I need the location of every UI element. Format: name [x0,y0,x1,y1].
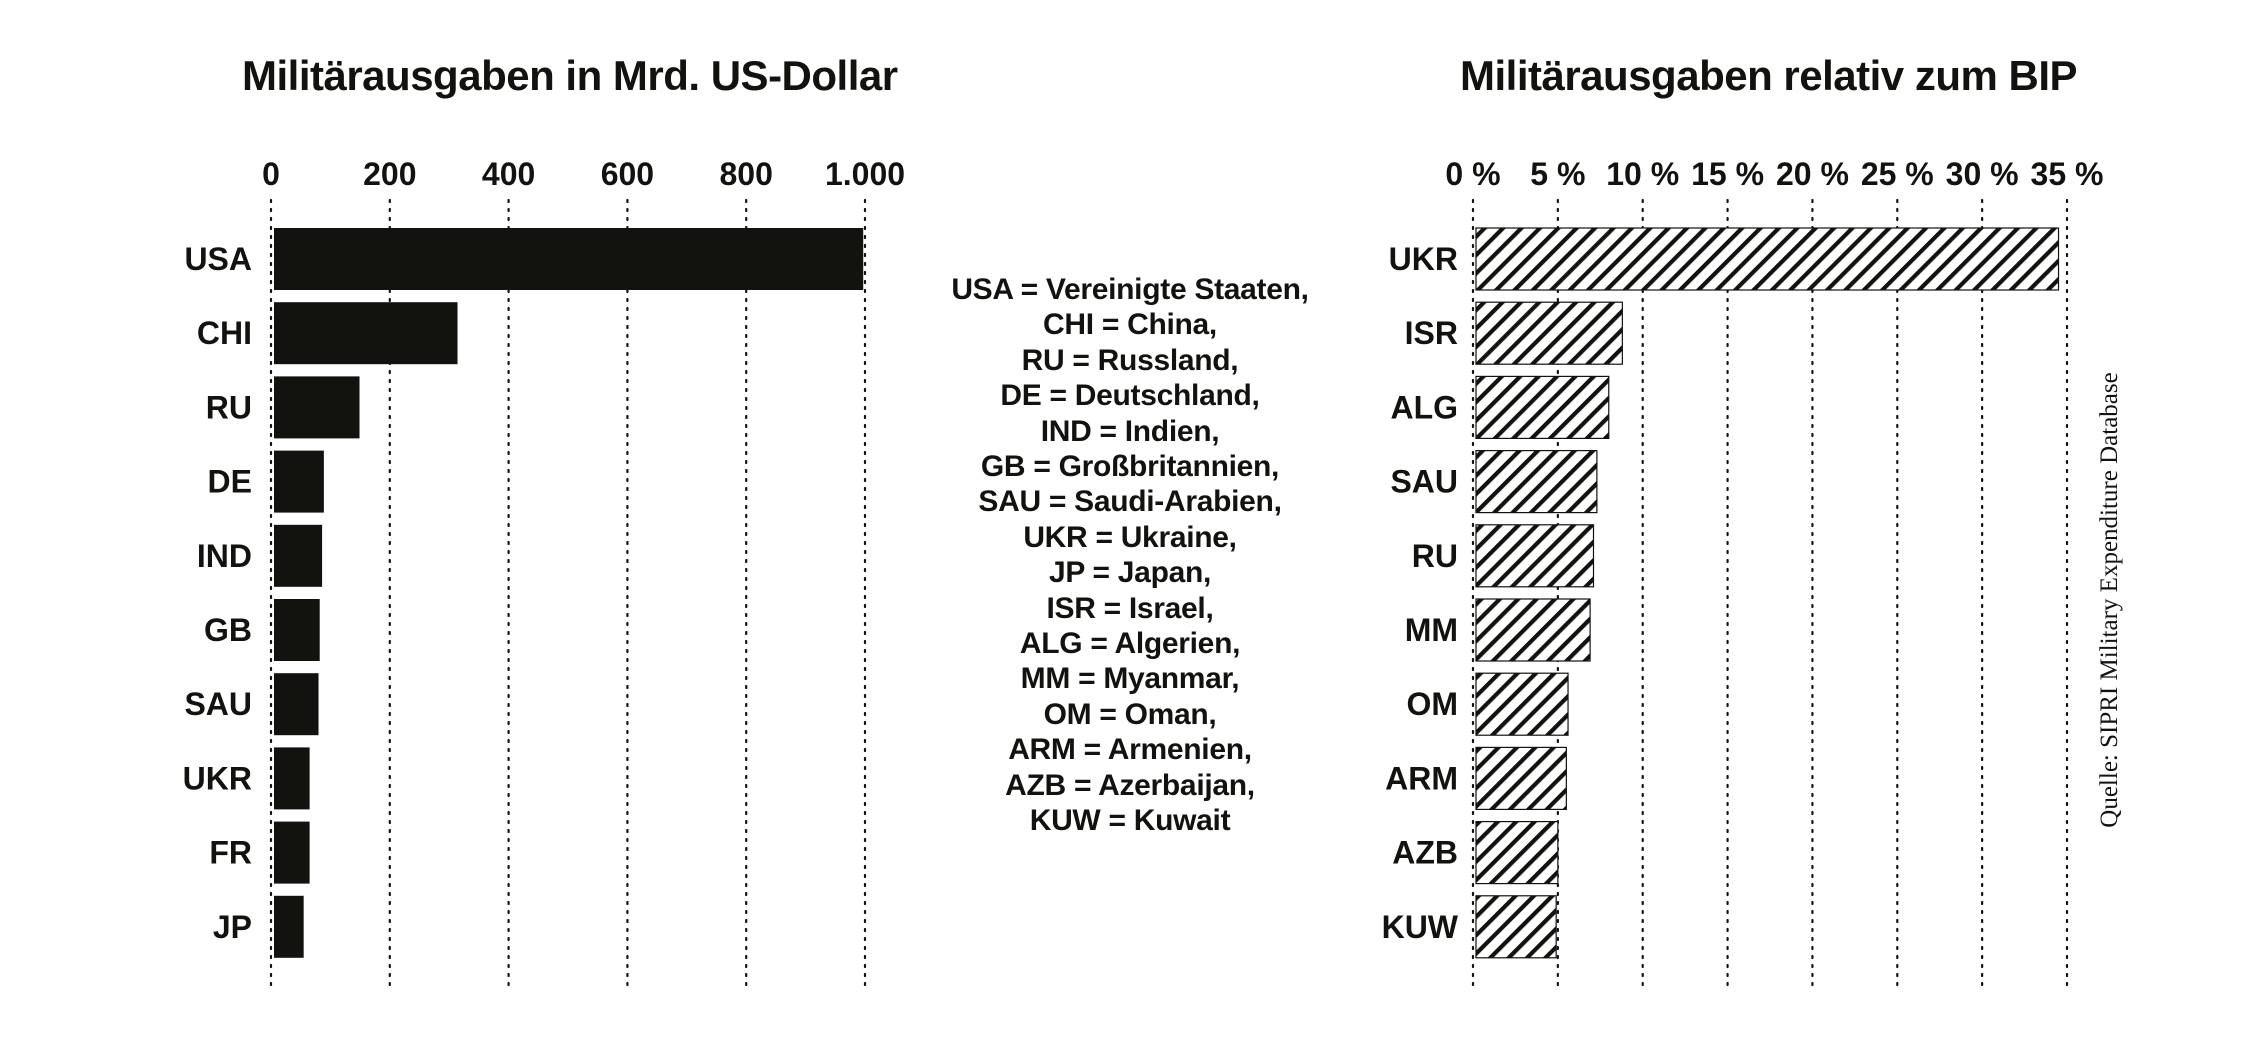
category-label: CHI [197,315,252,351]
spending-bar-chart: 0 200 400 600 800 1.000 USA CHI RU DE IND GB SAU UKR F… [183,156,905,992]
bar [274,524,323,587]
x-tick-label: 25 % [1861,156,1934,192]
legend-entry: GB = Großbritannien, [980,450,1280,484]
x-tick-label: 800 [720,156,773,192]
category-label: UKR [183,760,252,796]
legend-entry: AZB = Azerbaijan, [1005,768,1255,802]
x-tick-label: 0 % [1445,156,1500,192]
bar [274,895,304,958]
bar [274,673,319,736]
legend-entry: MM = Myanmar, [1020,662,1240,696]
bar [1475,301,1623,365]
category-label: GB [204,612,252,648]
x-tick-label: 400 [482,156,535,192]
bar [274,450,324,513]
category-label: ARM [1385,760,1458,796]
legend-entry: ARM = Armenien, [1008,733,1252,767]
x-tick-label: 30 % [1946,156,2019,192]
legend-entry: ISR = Israel, [1046,591,1214,625]
category-label: KUW [1382,909,1459,945]
category-label: AZB [1392,835,1458,871]
source-note: Quelle: SIPRI Military Expenditure Datab… [2096,372,2123,828]
category-label: USA [184,241,252,277]
legend-entry: RU = Russland, [1021,343,1239,377]
legend-entry: CHI = China, [1043,308,1217,342]
legend-entry: UKR = Ukraine, [1023,520,1237,554]
bar [274,228,864,290]
bar [274,821,310,884]
legend-entry: SAU = Saudi-Arabien, [978,485,1282,519]
category-label: ALG [1390,389,1458,425]
x-tick-label: 200 [363,156,416,192]
bar [1475,746,1567,811]
x-tick-label: 35 % [2031,156,2104,192]
category-label: UKR [1389,241,1458,277]
bar [1475,672,1569,736]
category-label: RU [206,389,252,425]
bar [274,747,310,810]
legend-entry: OM = Oman, [1043,697,1217,731]
legend-entry: DE = Deutschland, [1000,379,1260,413]
legend-entry: KUW = Kuwait [1029,804,1231,838]
x-tick-label: 20 % [1776,156,1849,192]
chart-title-spending: Militärausgaben in Mrd. US-Dollar [242,52,898,99]
legend-entry: USA = Vereinigte Staaten, [951,273,1309,306]
bar [1475,895,1557,959]
category-label: JP [213,909,252,945]
category-label: MM [1405,612,1458,648]
legend-entry: ALG = Algerien, [1019,627,1241,661]
bar [1475,375,1610,439]
category-label: ISR [1405,315,1458,351]
category-label: DE [208,464,252,500]
bar [274,302,458,365]
x-tick-label: 1.000 [825,156,905,192]
x-tick-label: 5 % [1530,156,1585,192]
bar [1475,227,2060,291]
bar [1475,450,1598,514]
bar [274,599,320,661]
category-label: OM [1406,686,1458,722]
legend-entry: IND = Indien, [1040,414,1220,448]
legend-entry: JP = Japan, [1048,556,1212,590]
bar [1475,524,1595,588]
x-tick-label: 0 [262,156,280,192]
bar [1475,820,1559,885]
x-tick-label: 600 [601,156,654,192]
category-label: SAU [184,686,252,722]
category-label: RU [1412,538,1458,574]
bar [1475,598,1591,662]
x-tick-label: 10 % [1606,156,1679,192]
x-tick-label: 15 % [1691,156,1764,192]
bar [274,376,360,439]
category-label: IND [197,538,252,574]
category-label: FR [209,835,252,871]
category-label: SAU [1390,464,1458,500]
chart-title-gdp-share: Militärausgaben relativ zum BIP [1460,52,2078,99]
country-abbreviation-legend: USA = Vereinigte Staaten, CHI = China, RU … [910,272,1350,839]
